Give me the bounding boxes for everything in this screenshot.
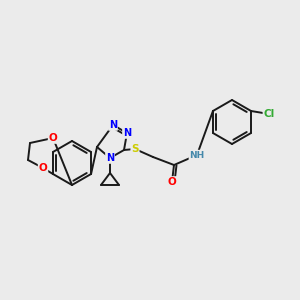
Text: O: O — [39, 163, 47, 173]
Text: N: N — [123, 128, 131, 138]
Text: N: N — [109, 120, 117, 130]
Text: Cl: Cl — [263, 109, 275, 119]
Text: S: S — [131, 144, 139, 154]
Text: O: O — [49, 133, 57, 143]
Text: O: O — [168, 177, 176, 187]
Text: NH: NH — [189, 151, 205, 160]
Text: N: N — [106, 153, 114, 163]
